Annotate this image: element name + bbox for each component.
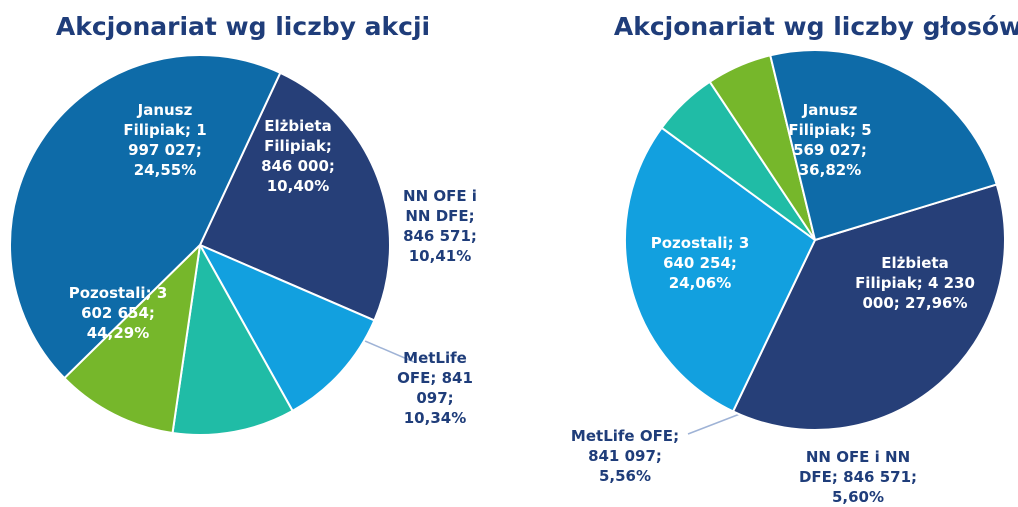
slice-label: NN OFE i NN DFE 846 571 10,41% (393, 186, 488, 266)
slice-name: NN OFE i NN DFE (403, 187, 477, 225)
slice-label: NN OFE i NN DFE 846 571 5,60% (793, 447, 923, 507)
slice-label: Janusz Filipiak 1 997 027 24,55% (118, 100, 213, 180)
slice-percent: 10,34% (403, 409, 467, 427)
slice-label: Janusz Filipiak 5 569 027 36,82% (775, 100, 885, 180)
slice-label: MetLife OFE 841 097 5,56% (563, 426, 688, 486)
chart-title: Akcjonariat wg liczby akcji (55, 12, 431, 41)
pie-slice (731, 183, 1006, 431)
slice-count: 846 571 (843, 468, 917, 486)
slice-label: Pozostali 3 602 654 44,29% (63, 283, 173, 343)
slice-label: MetLife OFE 841 097 10,34% (390, 348, 480, 428)
pie-slice (9, 54, 282, 380)
pie-slice (624, 126, 817, 413)
slice-label: Elżbieta Filipiak 846 000 10,40% (253, 116, 343, 196)
slice-count: 846 000 (261, 157, 335, 175)
pie-slice (769, 49, 998, 242)
slice-percent: 5,56% (598, 467, 652, 485)
slice-percent: 5,60% (831, 488, 885, 506)
pie-slice (62, 242, 202, 435)
slice-percent: 36,82% (798, 161, 862, 179)
leader-line (357, 337, 415, 363)
slice-label: Elżbieta Filipiak 4 230 000 27,96% (855, 253, 975, 313)
pie-slice (171, 241, 294, 436)
slice-name: Elżbieta Filipiak (264, 117, 332, 155)
slice-percent: 27,96% (905, 294, 968, 312)
slice-count: 841 097 (588, 447, 662, 465)
slice-percent: 10,41% (408, 247, 472, 265)
slice-percent: 24,06% (668, 274, 732, 292)
slice-label: Pozostali 3 640 254 24,06% (645, 233, 755, 293)
pie-slice (197, 242, 376, 413)
slice-percent: 10,40% (266, 177, 330, 195)
slice-name: Janusz Filipiak (123, 101, 192, 139)
slice-percent: 24,55% (133, 161, 197, 179)
pie-slice (198, 71, 391, 322)
chart-title: Akcjonariat wg liczby głosów (613, 12, 1018, 41)
slice-percent: 44,29% (86, 324, 150, 342)
slice-count: 846 571 (403, 227, 477, 245)
slice-name: MetLife OFE (571, 427, 679, 445)
leader-line (687, 411, 746, 435)
slice-name: Pozostali (69, 284, 152, 302)
slice-name: Pozostali (651, 234, 734, 252)
slice-name: Janusz Filipiak (788, 101, 857, 139)
